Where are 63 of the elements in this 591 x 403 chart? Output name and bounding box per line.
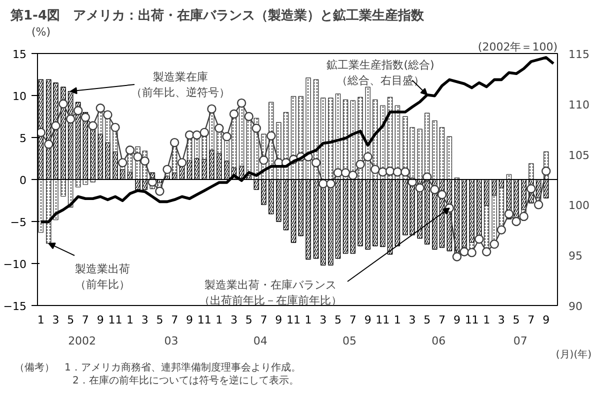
x-tick-label: 3 [230, 314, 238, 326]
x-tick-label: 7 [528, 314, 535, 326]
y2-tick-label: 100 [568, 199, 590, 212]
y2-tick-label: 90 [568, 300, 582, 313]
text: 2．在庫の前年比については符号を逆にして表示。 [72, 374, 299, 386]
y2-axis-title: (2002年＝100) [478, 40, 558, 54]
y2-tick-label: 115 [568, 48, 590, 61]
x-tick-label: 9 [542, 314, 550, 326]
x-tick-label: 1 [483, 314, 490, 326]
x-tick-label: 1 [304, 314, 312, 326]
text: 製造業出荷（前年比） [75, 262, 130, 292]
x-tick-label: 9 [275, 314, 282, 326]
y-tick-label: −5 [10, 216, 27, 229]
y-tick-label: −15 [3, 300, 27, 313]
x2-tick-label: 03 [164, 334, 178, 348]
y2-tick-label: 110 [568, 98, 590, 112]
y2-tick-label: 95 [568, 250, 582, 263]
x-tick-label: 5 [512, 314, 520, 326]
text: 製造業在庫（前年比、逆符号） [131, 70, 230, 100]
text: （備考） 1．アメリカ商務省、連邦準備制度理事会より作成。 [14, 362, 301, 374]
x-tick-label: 3 [320, 314, 327, 326]
x2-tick-label: 2002 [68, 334, 96, 348]
x-tick-label: 11 [376, 314, 390, 326]
x-tick-label: 11 [286, 314, 301, 326]
x-tick-label: 7 [82, 314, 89, 326]
y-tick-label: 5 [20, 132, 26, 145]
x-tick-label: 1 [394, 314, 401, 326]
x-tick-label: 7 [438, 314, 446, 326]
x-tick-label: 3 [408, 314, 416, 326]
x-tick-label: 5 [424, 314, 431, 326]
series-label: 鉱工業生産指数(総合)（総合、右目盛） [326, 58, 434, 88]
y-tick-label: 15 [12, 48, 27, 61]
x-tick-label: 11 [108, 314, 122, 326]
x-tick-label: 5 [334, 314, 342, 326]
x-tick-label: 3 [498, 314, 505, 326]
x-tick-label: 5 [245, 314, 252, 326]
x-tick-label: 9 [96, 314, 104, 326]
x2-tick-label: 07 [513, 334, 528, 348]
y-tick-label: −10 [3, 258, 27, 271]
x-tick-label: 9 [364, 314, 372, 326]
y-tick-label: 10 [12, 90, 27, 103]
x-tick-label: 11 [464, 314, 479, 326]
x-tick-label: 5 [156, 314, 164, 326]
x-tick-label: 1 [216, 314, 223, 326]
x2-tick-label: 05 [342, 334, 356, 348]
x2-tick-label: 06 [432, 334, 446, 348]
x-tick-label: 7 [171, 314, 178, 326]
x-tick-label: 1 [37, 314, 44, 326]
x-tick-label: 7 [260, 314, 268, 326]
x2-tick-label: 04 [253, 334, 268, 348]
x-tick-label: 3 [52, 314, 60, 326]
x-tick-label: 9 [453, 314, 460, 326]
y-tick-label: 0 [20, 174, 26, 187]
x-tick-label: 3 [141, 314, 148, 326]
x-tick-label: 11 [197, 314, 212, 326]
x-axis-title: (月)(年) [556, 348, 591, 360]
y-axis-title: (%) [32, 26, 51, 38]
x-tick-label: 5 [67, 314, 74, 326]
chart-title: 第1-4図 アメリカ：出荷・在庫バランス（製造業）と鉱工業生産指数 [10, 8, 425, 24]
x-tick-label: 9 [186, 314, 194, 326]
x-tick-label: 1 [126, 314, 134, 326]
y2-tick-label: 105 [568, 148, 590, 162]
x-tick-label: 7 [349, 314, 356, 326]
